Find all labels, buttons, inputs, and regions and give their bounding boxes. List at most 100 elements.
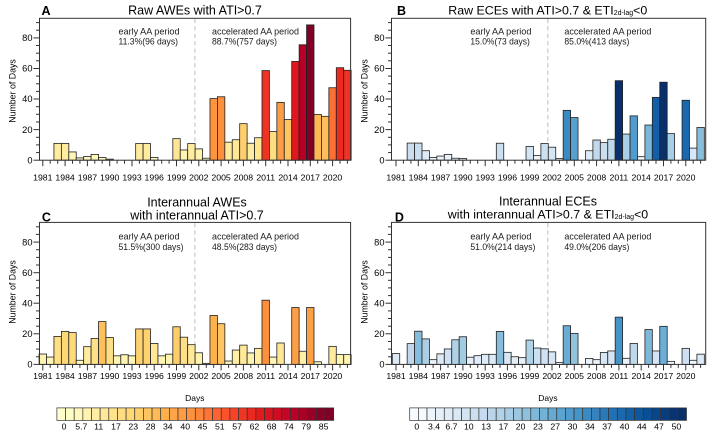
svg-text:Number of Days: Number of Days bbox=[360, 260, 370, 324]
svg-text:0: 0 bbox=[27, 155, 32, 165]
svg-text:80: 80 bbox=[22, 33, 32, 43]
svg-text:27: 27 bbox=[550, 422, 560, 432]
svg-text:6.7: 6.7 bbox=[445, 422, 457, 432]
svg-text:Raw ECEs with ATI>0.7 & ETI2d-: Raw ECEs with ATI>0.7 & ETI2d-lag<0 bbox=[448, 3, 647, 17]
svg-text:2005: 2005 bbox=[565, 172, 584, 182]
svg-text:23: 23 bbox=[128, 422, 138, 432]
svg-text:2014: 2014 bbox=[632, 371, 651, 381]
svg-text:with interannual ATI>0.7: with interannual ATI>0.7 bbox=[129, 208, 264, 222]
svg-text:B: B bbox=[397, 4, 406, 18]
svg-text:40: 40 bbox=[22, 94, 32, 104]
svg-text:2014: 2014 bbox=[632, 172, 651, 182]
svg-text:85: 85 bbox=[319, 422, 329, 432]
svg-text:1984: 1984 bbox=[55, 371, 74, 381]
svg-text:51: 51 bbox=[215, 422, 225, 432]
svg-text:20: 20 bbox=[374, 125, 384, 135]
svg-text:2008: 2008 bbox=[587, 172, 606, 182]
svg-text:40: 40 bbox=[374, 298, 384, 308]
svg-text:1987: 1987 bbox=[431, 172, 450, 182]
svg-text:51.0%(214 days): 51.0%(214 days) bbox=[470, 242, 535, 252]
svg-text:2017: 2017 bbox=[654, 371, 673, 381]
svg-text:1990: 1990 bbox=[453, 172, 472, 182]
svg-text:50: 50 bbox=[672, 422, 682, 432]
svg-text:2011: 2011 bbox=[256, 172, 275, 182]
svg-text:1987: 1987 bbox=[78, 172, 97, 182]
svg-text:2002: 2002 bbox=[542, 172, 561, 182]
svg-text:2002: 2002 bbox=[189, 172, 208, 182]
svg-text:D: D bbox=[395, 210, 404, 224]
svg-text:1999: 1999 bbox=[167, 371, 186, 381]
svg-text:11: 11 bbox=[94, 422, 103, 432]
svg-text:2008: 2008 bbox=[587, 371, 606, 381]
svg-text:40: 40 bbox=[22, 298, 32, 308]
svg-text:48.5%(283 days): 48.5%(283 days) bbox=[212, 242, 277, 252]
svg-text:1990: 1990 bbox=[453, 371, 472, 381]
svg-text:88.7%(757 days): 88.7%(757 days) bbox=[212, 37, 277, 47]
svg-text:2005: 2005 bbox=[211, 371, 230, 381]
svg-text:1987: 1987 bbox=[431, 371, 450, 381]
svg-text:85.0%(413 days): 85.0%(413 days) bbox=[564, 37, 629, 47]
svg-text:0: 0 bbox=[62, 422, 67, 432]
svg-text:accelerated AA period: accelerated AA period bbox=[212, 232, 299, 242]
svg-text:68: 68 bbox=[267, 422, 277, 432]
svg-text:2011: 2011 bbox=[610, 172, 629, 182]
svg-text:2020: 2020 bbox=[323, 172, 342, 182]
svg-text:49.0%(206 days): 49.0%(206 days) bbox=[564, 242, 629, 252]
svg-text:2014: 2014 bbox=[278, 172, 297, 182]
svg-text:51.5%(300 days): 51.5%(300 days) bbox=[119, 242, 184, 252]
svg-text:30: 30 bbox=[568, 422, 578, 432]
svg-text:0: 0 bbox=[27, 360, 32, 370]
svg-text:11.3%(96 days): 11.3%(96 days) bbox=[119, 37, 179, 47]
svg-text:1984: 1984 bbox=[409, 371, 428, 381]
svg-text:1996: 1996 bbox=[145, 371, 164, 381]
svg-text:0: 0 bbox=[414, 422, 419, 432]
svg-text:Number of Days: Number of Days bbox=[8, 59, 18, 123]
svg-text:Number of Days: Number of Days bbox=[360, 59, 370, 123]
svg-text:28: 28 bbox=[146, 422, 156, 432]
svg-text:accelerated AA period: accelerated AA period bbox=[212, 26, 299, 36]
svg-text:Interannual ECEs: Interannual ECEs bbox=[499, 194, 597, 208]
svg-text:Interannual AWEs: Interannual AWEs bbox=[147, 196, 247, 210]
svg-text:Number of Days: Number of Days bbox=[8, 260, 18, 324]
svg-text:23: 23 bbox=[533, 422, 543, 432]
svg-text:3.4: 3.4 bbox=[428, 422, 440, 432]
svg-text:62: 62 bbox=[250, 422, 260, 432]
svg-text:with interannual ATI>0.7 & ETI: with interannual ATI>0.7 & ETI2d-lag<0 bbox=[447, 207, 649, 221]
svg-text:20: 20 bbox=[22, 125, 32, 135]
svg-text:1993: 1993 bbox=[476, 371, 495, 381]
svg-text:2002: 2002 bbox=[542, 371, 561, 381]
svg-text:2002: 2002 bbox=[189, 371, 208, 381]
svg-text:34: 34 bbox=[585, 422, 595, 432]
svg-text:45: 45 bbox=[198, 422, 208, 432]
svg-text:1993: 1993 bbox=[122, 371, 141, 381]
svg-text:44: 44 bbox=[637, 422, 647, 432]
svg-text:79: 79 bbox=[301, 422, 311, 432]
svg-text:1996: 1996 bbox=[498, 371, 517, 381]
svg-text:17: 17 bbox=[111, 422, 121, 432]
svg-text:60: 60 bbox=[22, 268, 32, 278]
svg-text:C: C bbox=[42, 210, 51, 224]
svg-text:2014: 2014 bbox=[278, 371, 297, 381]
svg-text:accelerated AA period: accelerated AA period bbox=[564, 26, 651, 36]
svg-text:20: 20 bbox=[374, 329, 384, 339]
svg-text:1993: 1993 bbox=[476, 172, 495, 182]
svg-text:2017: 2017 bbox=[301, 371, 320, 381]
svg-text:Days: Days bbox=[185, 393, 204, 403]
svg-text:early AA period: early AA period bbox=[119, 232, 180, 242]
svg-text:15.0%(73 days): 15.0%(73 days) bbox=[470, 37, 530, 47]
svg-text:1999: 1999 bbox=[167, 172, 186, 182]
svg-text:0: 0 bbox=[379, 155, 384, 165]
svg-text:20: 20 bbox=[22, 329, 32, 339]
svg-text:10: 10 bbox=[464, 422, 474, 432]
svg-text:2011: 2011 bbox=[610, 371, 629, 381]
svg-text:47: 47 bbox=[654, 422, 664, 432]
svg-text:1999: 1999 bbox=[520, 371, 539, 381]
svg-text:1993: 1993 bbox=[122, 172, 141, 182]
svg-text:17: 17 bbox=[499, 422, 509, 432]
svg-text:2020: 2020 bbox=[676, 371, 695, 381]
svg-text:40: 40 bbox=[180, 422, 190, 432]
svg-text:1984: 1984 bbox=[409, 172, 428, 182]
svg-text:1984: 1984 bbox=[55, 172, 74, 182]
svg-text:34: 34 bbox=[163, 422, 173, 432]
svg-text:40: 40 bbox=[620, 422, 630, 432]
